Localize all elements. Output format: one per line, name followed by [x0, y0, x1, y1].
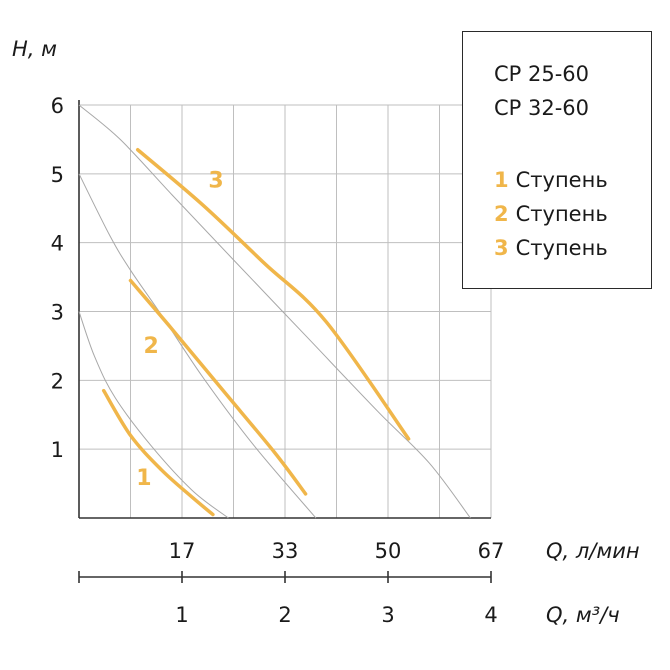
series-line-stage-1 [101, 388, 215, 517]
legend-item-2: 2 Ступень [494, 202, 608, 226]
y-tick-label: 3 [51, 301, 64, 325]
legend: CP 25-60 CP 32-60 1 Ступень 2 Ступень 3 Сту… [462, 31, 652, 289]
envelope-curve [78, 173, 317, 519]
envelope-curve [78, 311, 229, 519]
x-tick-label-lmin: 17 [169, 539, 196, 563]
x-tick-label-lmin: 67 [478, 539, 505, 563]
y-axis-title: H, м [12, 37, 57, 61]
x-tick-label-m3h: 4 [484, 603, 497, 627]
legend-model-1: CP 25-60 [494, 62, 590, 86]
x-tick-label-lmin: 33 [272, 539, 299, 563]
x2-axis-title: Q, м³/ч [546, 603, 620, 627]
stage-label: 2 [143, 334, 158, 359]
x-tick-label-m3h: 3 [381, 603, 394, 627]
y-tick-label: 2 [51, 369, 64, 393]
stage-label: 1 [136, 466, 151, 491]
x-tick-label-m3h: 2 [278, 603, 291, 627]
series-line-stage-3 [135, 147, 411, 441]
legend-item-label: Ступень [515, 236, 608, 260]
legend-item-num: 2 [494, 202, 509, 226]
y-tick-label: 5 [51, 163, 64, 187]
legend-item-num: 1 [494, 168, 509, 192]
legend-item-label: Ступень [515, 168, 608, 192]
grid [79, 104, 492, 518]
legend-item-1: 1 Ступень [494, 168, 608, 192]
y-tick-label: 1 [51, 438, 64, 462]
legend-item-3: 3 Ступень [494, 236, 608, 260]
x-axis-title: Q, л/мин [546, 539, 640, 563]
envelope-curve [78, 104, 471, 519]
legend-item-num: 3 [494, 236, 509, 260]
y-tick-label: 4 [51, 232, 64, 256]
legend-model-2: CP 32-60 [494, 96, 590, 120]
stage-label: 3 [208, 169, 223, 194]
series-line-stage-2 [128, 278, 308, 496]
x-tick-label-m3h: 1 [175, 603, 188, 627]
legend-item-label: Ступень [515, 202, 608, 226]
x-tick-label-lmin: 50 [375, 539, 402, 563]
y-tick-label: 6 [51, 94, 64, 118]
